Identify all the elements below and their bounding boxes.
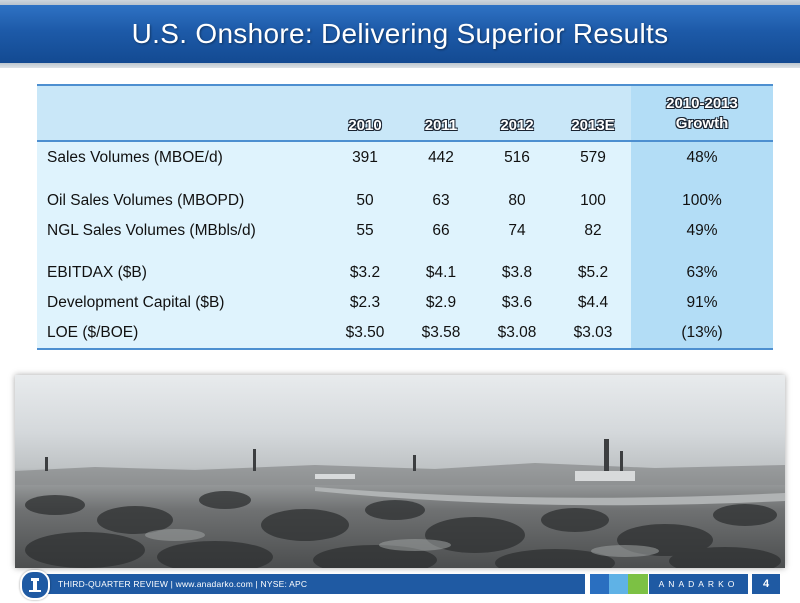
results-table-wrap: 2010 2011 2012 2013E 2010-2013 Growth Sa… — [37, 84, 773, 350]
header-growth-label: Growth — [675, 115, 729, 132]
footer-square-3 — [628, 574, 648, 594]
row-label: EBITDAX ($B) — [47, 264, 147, 281]
header-2011: 2011 — [424, 117, 458, 134]
footer: THIRD-QUARTER REVIEW | www.anadarko.com … — [0, 570, 800, 600]
table-row: Oil Sales Volumes (MBOPD) 50 63 80 100 1… — [37, 186, 773, 216]
cell-growth: 63% — [631, 258, 773, 288]
cell-growth: 49% — [631, 216, 773, 246]
cell-2010: 391 — [327, 140, 403, 174]
header-2012: 2012 — [500, 117, 534, 134]
cell-2012: 516 — [479, 140, 555, 174]
row-label: Development Capital ($B) — [47, 294, 225, 311]
footer-square-2 — [609, 574, 629, 594]
cell-2013e: $3.03 — [555, 318, 631, 350]
cell-2010: $3.2 — [349, 264, 381, 281]
footer-bar — [40, 574, 585, 594]
cell-growth: (13%) — [631, 318, 773, 350]
cell-2012: 74 — [508, 222, 526, 239]
table-header-row: 2010 2011 2012 2013E 2010-2013 Growth — [37, 85, 773, 141]
results-table: 2010 2011 2012 2013E 2010-2013 Growth Sa… — [37, 84, 773, 350]
footer-brand: ANADARKO — [649, 574, 748, 594]
oilfield-landscape — [15, 439, 785, 568]
cell-2012: 80 — [508, 192, 526, 209]
table-spacer — [37, 174, 773, 186]
row-label: Oil Sales Volumes (MBOPD) — [47, 192, 245, 209]
cell-2013e: 100 — [580, 192, 606, 209]
row-label: NGL Sales Volumes (MBbls/d) — [47, 222, 256, 239]
row-label: LOE ($/BOE) — [37, 318, 327, 350]
cell-2010: $3.50 — [327, 318, 403, 350]
header-label — [37, 85, 327, 141]
title-bar: U.S. Onshore: Delivering Superior Result… — [0, 0, 800, 68]
table-row: EBITDAX ($B) $3.2 $4.1 $3.8 $5.2 63% — [37, 258, 773, 288]
cell-2012: $3.08 — [479, 318, 555, 350]
cell-2013e: 82 — [584, 222, 602, 239]
footer-text: THIRD-QUARTER REVIEW | www.anadarko.com … — [58, 579, 308, 589]
cell-2011: $4.1 — [425, 264, 457, 281]
table-spacer — [37, 246, 773, 258]
cell-2010: 55 — [356, 222, 374, 239]
cell-2012: $3.8 — [501, 264, 533, 281]
footer-square-1 — [590, 574, 610, 594]
oilfield-photo — [15, 375, 785, 568]
table-row: Sales Volumes (MBOE/d) 391 442 516 579 4… — [37, 140, 773, 174]
logo-mark — [29, 578, 41, 592]
cell-2010: $2.3 — [349, 294, 381, 311]
table-row: Development Capital ($B) $2.3 $2.9 $3.6 … — [37, 288, 773, 318]
cell-2011: $3.58 — [403, 318, 479, 350]
cell-2013e: $4.4 — [577, 294, 609, 311]
anadarko-logo-icon — [20, 570, 50, 600]
cell-2013e: $5.2 — [577, 264, 609, 281]
cell-growth: 91% — [631, 288, 773, 318]
row-label: Sales Volumes (MBOE/d) — [37, 140, 327, 174]
cell-2011: 63 — [432, 192, 450, 209]
header-growth-period: 2010-2013 — [666, 95, 738, 112]
cell-growth: 48% — [631, 140, 773, 174]
table-row: NGL Sales Volumes (MBbls/d) 55 66 74 82 … — [37, 216, 773, 246]
page-number: 4 — [752, 574, 780, 594]
cell-2013e: 579 — [555, 140, 631, 174]
cell-2011: 66 — [432, 222, 450, 239]
cell-2011: 442 — [403, 140, 479, 174]
cell-growth: 100% — [631, 186, 773, 216]
table-row: LOE ($/BOE) $3.50 $3.58 $3.08 $3.03 (13%… — [37, 318, 773, 350]
slide-title: U.S. Onshore: Delivering Superior Result… — [131, 18, 669, 49]
header-growth: 2010-2013 Growth — [631, 85, 773, 141]
title-stripe — [0, 5, 800, 63]
cell-2011: $2.9 — [425, 294, 457, 311]
header-2013e: 2013E — [571, 117, 615, 134]
header-2010: 2010 — [348, 117, 382, 134]
cell-2010: 50 — [356, 192, 374, 209]
cell-2012: $3.6 — [501, 294, 533, 311]
